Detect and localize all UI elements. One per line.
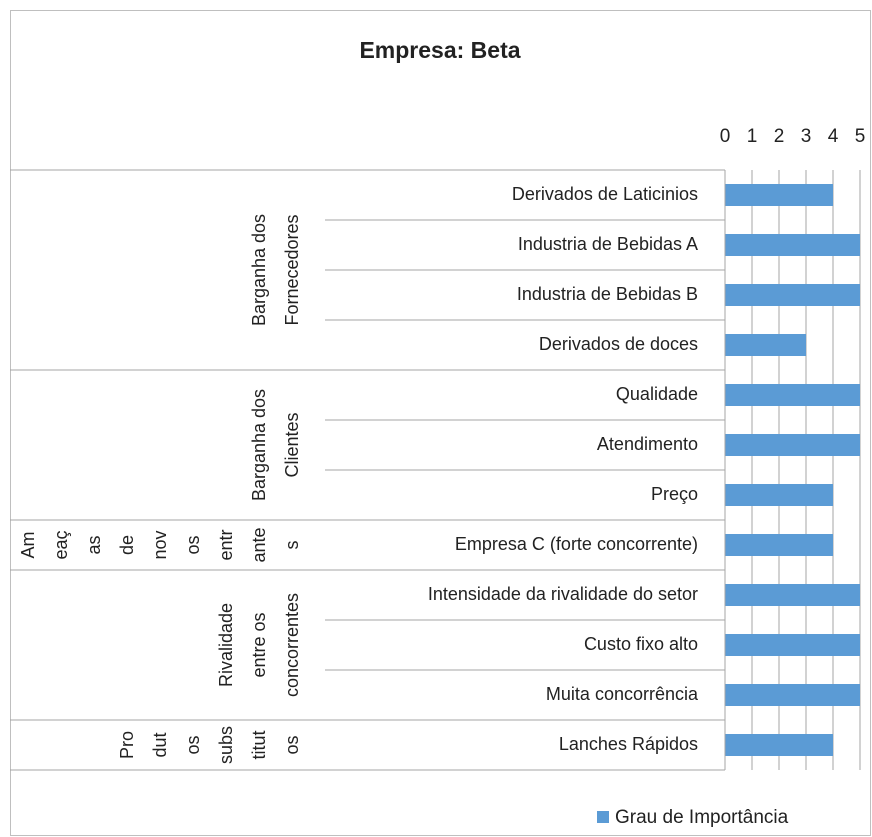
bar (725, 184, 833, 206)
group-label: as (84, 535, 104, 554)
x-tick-label: 2 (774, 126, 785, 147)
category-label: Derivados de Laticinios (512, 184, 698, 204)
group-label: de (117, 535, 137, 555)
group-label: Am (18, 532, 38, 559)
category-label: Derivados de doces (539, 334, 698, 354)
bar (725, 284, 860, 306)
group-label: Barganha dos (249, 389, 269, 501)
x-tick-label: 1 (747, 126, 758, 147)
group-label: nov (150, 530, 170, 559)
category-label: Preço (651, 484, 698, 504)
group-label: ante (249, 527, 269, 562)
group-label: Barganha dos (249, 214, 269, 326)
group-label: entre os (249, 612, 269, 677)
x-tick-label: 3 (801, 126, 812, 147)
group-label: Clientes (282, 412, 302, 477)
category-label: Lanches Rápidos (559, 734, 698, 754)
bar (725, 734, 833, 756)
category-label: Industria de Bebidas B (517, 284, 698, 304)
category-label: Intensidade da rivalidade do setor (428, 584, 698, 604)
bar (725, 634, 860, 656)
group-label: s (282, 541, 302, 550)
legend-swatch (597, 811, 609, 823)
category-label: Empresa C (forte concorrente) (455, 534, 698, 554)
group-label: dut (150, 732, 170, 757)
group-label: Rivalidade (216, 603, 236, 687)
bar (725, 684, 860, 706)
group-label: concorrentes (282, 593, 302, 697)
category-label: Qualidade (616, 384, 698, 404)
category-label: Muita concorrência (546, 684, 699, 704)
x-tick-label: 5 (855, 126, 866, 147)
group-label: Fornecedores (282, 214, 302, 325)
category-label: Custo fixo alto (584, 634, 698, 654)
x-tick-label: 4 (828, 126, 839, 147)
group-label: subs (216, 726, 236, 764)
bar (725, 584, 860, 606)
group-label: entr (216, 529, 236, 560)
bar (725, 334, 806, 356)
group-label: eaç (51, 530, 71, 559)
bar (725, 534, 833, 556)
group-label: titut (249, 730, 269, 759)
bar (725, 384, 860, 406)
category-label: Industria de Bebidas A (518, 234, 698, 254)
bar (725, 484, 833, 506)
x-tick-label: 0 (720, 126, 731, 147)
bar (725, 234, 860, 256)
group-label: Pro (117, 731, 137, 759)
bar (725, 434, 860, 456)
legend-label: Grau de Importância (615, 807, 789, 828)
group-label: os (282, 735, 302, 754)
group-label: os (183, 735, 203, 754)
chart-frame (10, 10, 871, 836)
group-label: os (183, 535, 203, 554)
chart-title: Empresa: Beta (359, 37, 520, 63)
category-label: Atendimento (597, 434, 698, 454)
